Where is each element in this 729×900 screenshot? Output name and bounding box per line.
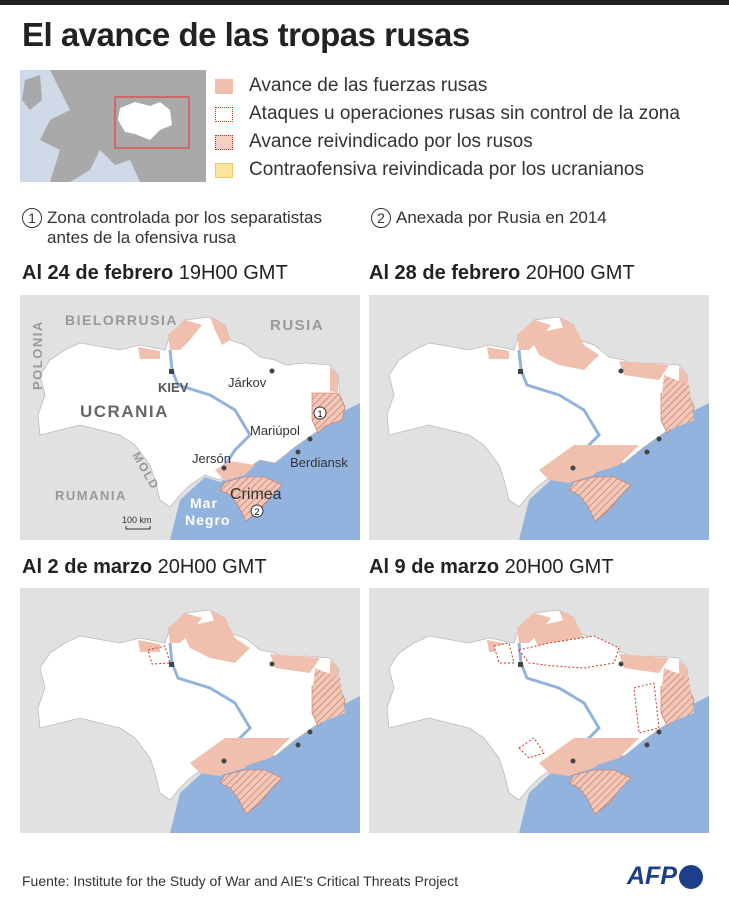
map-panel-4 [369,588,709,833]
label-mariupol: Mariúpol [250,423,300,438]
legend-item: Avance de las fuerzas rusas [215,72,680,100]
top-rule [0,0,729,5]
panel-title-4: Al 9 de marzo 20H00 GMT [369,556,614,578]
note-2: 2 Anexada por Rusia en 2014 [371,208,607,228]
label-sea-1: Mar [190,495,218,511]
afp-logo: AFP [627,862,703,891]
label-belarus: BIELORRUSIA [65,312,178,328]
legend: Avance de las fuerzas rusas Ataques u op… [215,72,680,184]
svg-text:1: 1 [317,409,322,419]
legend-item: Ataques u operaciones rusas sin control … [215,100,680,128]
label-kharkiv: Járkov [228,375,267,390]
label-ukraine: UCRANIA [80,402,169,421]
source-credit: Fuente: Institute for the Study of War a… [22,873,459,889]
map-panel-2 [369,295,709,540]
marker-1: 1 [313,406,327,420]
legend-item: Contraofensiva reivindicada por los ucra… [215,156,680,184]
panel-title-2: Al 28 de febrero 20H00 GMT [369,262,635,284]
label-berdiansk: Berdiansk [290,455,348,470]
label-kiev: KIEV [158,380,189,395]
label-romania: RUMANIA [55,488,127,503]
scale-bar: 100 km [122,515,152,530]
svg-text:2: 2 [254,507,259,517]
locator-frame [114,96,190,149]
legend-item: Avance reivindicado por los rusos [215,128,680,156]
panel-title-1: Al 24 de febrero 19H00 GMT [22,262,288,284]
map-panel-1: BIELORRUSIA RUSIA POLONIA MOLD RUMANIA U… [20,295,360,540]
label-russia: RUSIA [270,317,324,334]
label-crimea: Crimea [230,486,282,503]
svg-text:100 km: 100 km [122,515,152,525]
note-1: 1 Zona controlada por los separatistas an… [22,208,362,248]
map-panel-3 [20,588,360,833]
label-poland: POLONIA [30,320,45,390]
marker-2: 2 [250,504,264,518]
panel-title-3: Al 2 de marzo 20H00 GMT [22,556,267,578]
locator-map [20,70,206,182]
label-sea-2: Negro [185,512,230,528]
page-title: El avance de las tropas rusas [22,16,470,53]
label-kherson: Jersón [192,451,231,466]
